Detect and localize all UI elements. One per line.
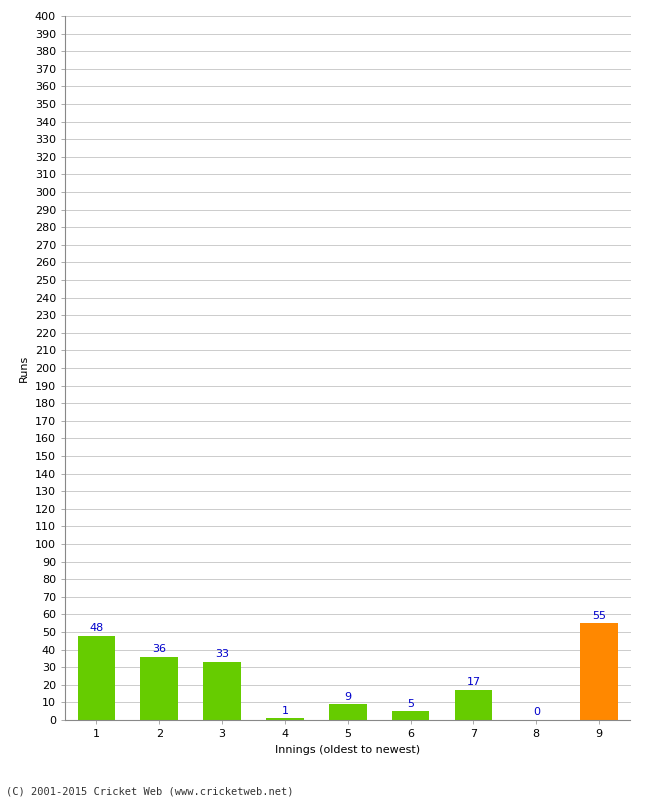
Bar bbox=[77, 635, 115, 720]
Text: 48: 48 bbox=[89, 623, 103, 633]
Bar bbox=[266, 718, 304, 720]
Text: 33: 33 bbox=[215, 650, 229, 659]
Text: (C) 2001-2015 Cricket Web (www.cricketweb.net): (C) 2001-2015 Cricket Web (www.cricketwe… bbox=[6, 786, 294, 796]
Text: 5: 5 bbox=[407, 698, 414, 709]
Bar bbox=[203, 662, 241, 720]
Y-axis label: Runs: Runs bbox=[19, 354, 29, 382]
X-axis label: Innings (oldest to newest): Innings (oldest to newest) bbox=[275, 745, 421, 754]
Bar bbox=[329, 704, 367, 720]
Bar bbox=[392, 711, 430, 720]
Text: 0: 0 bbox=[533, 707, 540, 718]
Bar bbox=[140, 657, 178, 720]
Text: 9: 9 bbox=[344, 691, 351, 702]
Text: 17: 17 bbox=[466, 678, 480, 687]
Bar bbox=[580, 623, 618, 720]
Bar bbox=[454, 690, 492, 720]
Text: 1: 1 bbox=[281, 706, 289, 715]
Text: 55: 55 bbox=[592, 610, 606, 621]
Text: 36: 36 bbox=[152, 644, 166, 654]
